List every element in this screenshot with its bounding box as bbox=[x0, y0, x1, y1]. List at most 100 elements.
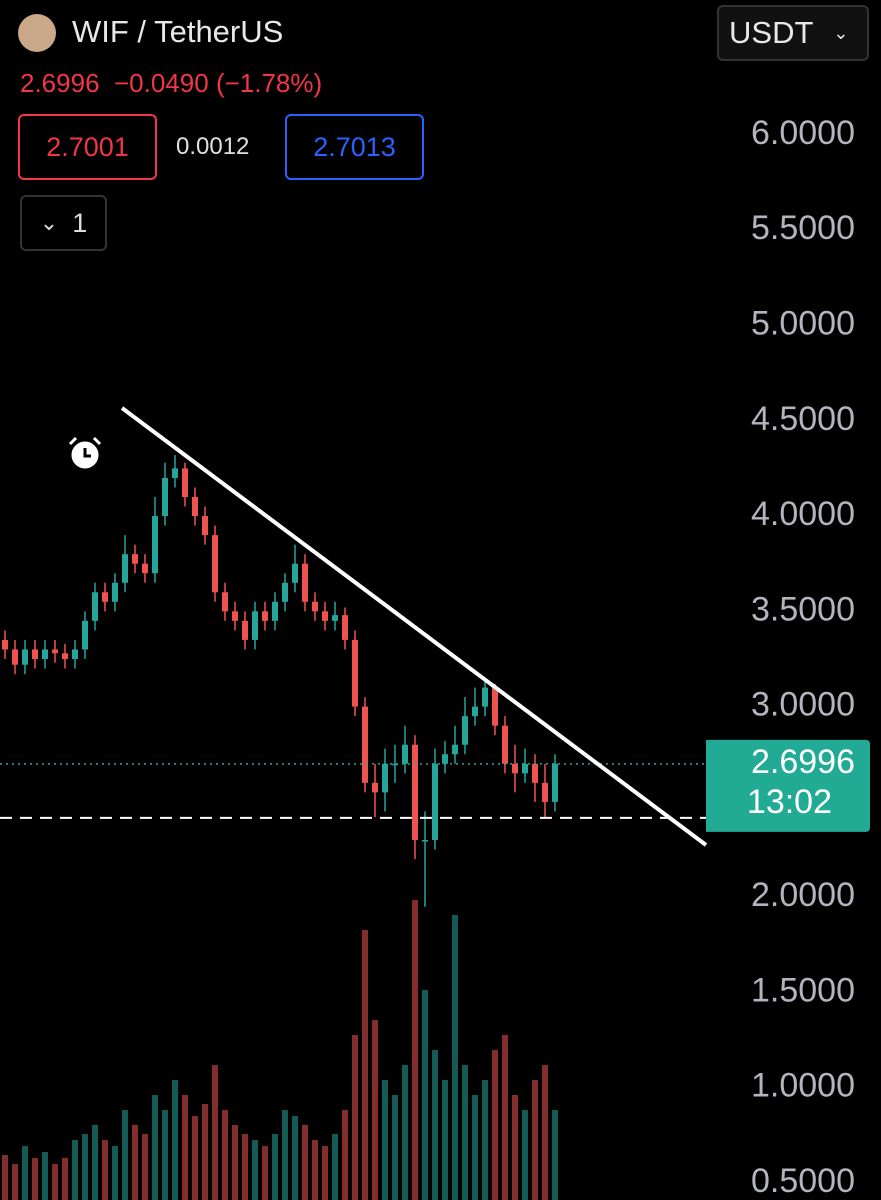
candle-body bbox=[412, 744, 418, 841]
volume-bar bbox=[132, 1125, 138, 1200]
candle-body bbox=[82, 620, 88, 650]
volume-bar bbox=[192, 1116, 198, 1200]
candle-body bbox=[242, 620, 248, 640]
candle-body bbox=[142, 563, 148, 574]
candle-body bbox=[212, 535, 218, 593]
volume-bar bbox=[252, 1140, 258, 1200]
volume-bar bbox=[162, 1110, 168, 1200]
volume-bar bbox=[282, 1110, 288, 1200]
price: 2.6996 bbox=[20, 68, 100, 98]
bid-button[interactable]: 2.7001 bbox=[18, 114, 157, 180]
volume-bar bbox=[522, 1110, 528, 1200]
volume-bar bbox=[542, 1065, 548, 1200]
candle-body bbox=[302, 563, 308, 602]
volume-bar bbox=[472, 1095, 478, 1200]
alarm-icon bbox=[68, 436, 102, 469]
candle-body bbox=[532, 763, 538, 783]
volume-bar bbox=[532, 1080, 538, 1200]
y-tick-label: 6.0000 bbox=[751, 114, 855, 152]
candle-body bbox=[232, 611, 238, 621]
volume-bar bbox=[12, 1164, 18, 1200]
volume-bar bbox=[72, 1140, 78, 1200]
candle-body bbox=[192, 496, 198, 517]
candle-body bbox=[332, 615, 338, 621]
volume-bar bbox=[242, 1134, 248, 1200]
volume-bar bbox=[412, 900, 418, 1200]
candle-body bbox=[352, 639, 358, 707]
y-tick-label: 2.0000 bbox=[751, 876, 855, 914]
indicators-count: 1 bbox=[72, 207, 88, 238]
candle-body bbox=[252, 611, 258, 640]
volume-bar bbox=[292, 1116, 298, 1200]
currency: USDT bbox=[729, 15, 814, 50]
candle-body bbox=[32, 649, 38, 659]
candle-body bbox=[72, 649, 78, 659]
ask-button[interactable]: 2.7013 bbox=[285, 114, 424, 180]
change: −0.0490 bbox=[113, 68, 209, 98]
volume-bar bbox=[492, 1050, 498, 1200]
volume-bar bbox=[382, 1080, 388, 1200]
volume-bar bbox=[142, 1134, 148, 1200]
volume-bar bbox=[42, 1152, 48, 1200]
volume-bar bbox=[372, 1020, 378, 1200]
y-tick-label: 1.0000 bbox=[751, 1067, 855, 1105]
volume-bar bbox=[502, 1035, 508, 1200]
candle-body bbox=[312, 601, 318, 612]
volume-bar bbox=[82, 1134, 88, 1200]
price-tag bbox=[706, 739, 870, 832]
candle-body bbox=[122, 554, 128, 583]
volume-bar bbox=[122, 1110, 128, 1200]
candle-body bbox=[152, 516, 158, 574]
volume-bar bbox=[152, 1095, 158, 1200]
volume-bar bbox=[312, 1140, 318, 1200]
candle-body bbox=[182, 468, 188, 497]
volume-bar bbox=[232, 1125, 238, 1200]
candle-body bbox=[382, 763, 388, 793]
candle-body bbox=[402, 744, 408, 764]
volume-bar bbox=[22, 1146, 28, 1200]
volume-bar bbox=[32, 1158, 38, 1200]
candle-body bbox=[482, 687, 488, 707]
candle-body bbox=[272, 601, 278, 621]
candle-body bbox=[552, 763, 558, 802]
volume-bar bbox=[392, 1095, 398, 1200]
candle-body bbox=[442, 754, 448, 764]
volume-bar bbox=[222, 1110, 228, 1200]
y-tick-label: 3.5000 bbox=[751, 590, 855, 628]
volume-bar bbox=[402, 1065, 408, 1200]
spread: 0.0012 bbox=[176, 133, 250, 160]
volume-bar bbox=[332, 1134, 338, 1200]
symbol[interactable]: WIF / TetherUS bbox=[72, 14, 284, 49]
candle-body bbox=[102, 592, 108, 602]
candle-body bbox=[262, 611, 268, 621]
volume-bar bbox=[552, 1110, 558, 1200]
candle-body bbox=[112, 582, 118, 602]
volume-bar bbox=[432, 1050, 438, 1200]
currency-select[interactable]: USDT ⌄ bbox=[717, 5, 869, 61]
candle-body bbox=[222, 592, 228, 612]
candle-body bbox=[12, 649, 18, 665]
candle-body bbox=[432, 763, 438, 841]
volume-bar bbox=[262, 1146, 268, 1200]
volume-bar bbox=[482, 1080, 488, 1200]
volume-bar bbox=[62, 1158, 68, 1200]
volume-bar bbox=[442, 1080, 448, 1200]
candle-body bbox=[472, 706, 478, 717]
candle-body bbox=[452, 744, 458, 755]
price-line: 2.6996 −0.0490 (−1.78%) bbox=[20, 68, 322, 99]
price-tag-value: 2.6996 bbox=[751, 743, 855, 781]
trend-line bbox=[120, 406, 708, 847]
volume-bar bbox=[302, 1125, 308, 1200]
indicators-toggle[interactable]: ⌄ 1 bbox=[20, 195, 107, 251]
candle-body bbox=[282, 582, 288, 602]
chevron: ⌄ bbox=[833, 22, 849, 43]
y-tick-label: 4.5000 bbox=[751, 400, 855, 438]
candle-body bbox=[202, 516, 208, 536]
candle-body bbox=[522, 763, 528, 774]
candle-body bbox=[322, 611, 328, 621]
candle-body bbox=[502, 725, 508, 764]
y-tick-label: 1.5000 bbox=[751, 971, 855, 1009]
y-tick-label: 5.0000 bbox=[751, 304, 855, 342]
candle-body bbox=[162, 477, 168, 517]
volume-bar bbox=[362, 930, 368, 1200]
